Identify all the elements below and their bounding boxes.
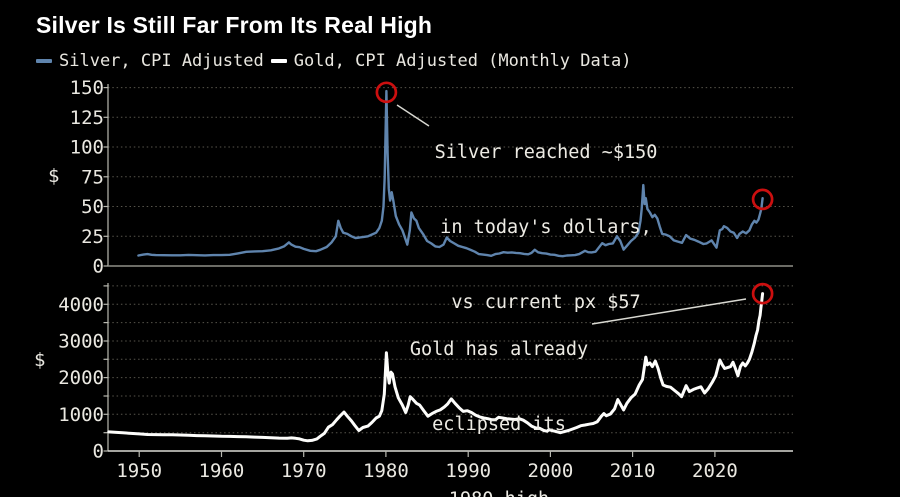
x-tick-label: 2010: [610, 460, 656, 482]
annotation-leader-line: [396, 104, 430, 127]
x-tick-label: 1960: [199, 460, 245, 482]
y-tick-label: 75: [81, 166, 104, 188]
gold-annotation-line: 1980 high: [410, 487, 588, 497]
silver-annotation-line: vs current px $57: [451, 292, 641, 313]
y-tick-label: 50: [81, 196, 104, 218]
silver-annotation-line: Silver reached ~$150: [434, 142, 658, 163]
chart-legend: Silver, CPI Adjusted Gold, CPI Adjusted …: [36, 51, 631, 71]
silver-legend-label: Silver, CPI Adjusted: [59, 51, 264, 71]
gold-legend-label: Gold, CPI Adjusted (Monthly Data): [293, 51, 632, 71]
silver-annotation: Silver reached ~$150 in today's dollars,…: [435, 90, 658, 365]
gold-annotation-line: eclipsed its: [432, 414, 566, 435]
y-tick-label: 125: [70, 107, 104, 129]
y-tick-label: 150: [70, 77, 104, 99]
silver-1980-peak-marker: [375, 81, 398, 104]
y-tick-label: 25: [81, 226, 104, 248]
silver-y-axis-unit-label: $: [48, 165, 60, 187]
silver-current-marker: [751, 188, 774, 211]
x-tick-label: 2000: [528, 460, 574, 482]
y-tick-label: 0: [93, 441, 104, 463]
gold-legend-swatch: [270, 59, 287, 63]
silver-series-line: [137, 89, 764, 258]
x-tick-label: 1970: [281, 460, 327, 482]
x-tick-label: 1950: [116, 460, 162, 482]
gold-current-marker: [751, 282, 774, 305]
gold-series-line: [107, 292, 765, 443]
y-tick-label: 3000: [58, 331, 104, 353]
y-tick-label: 100: [70, 137, 104, 159]
chart-title: Silver Is Still Far From Its Real High: [36, 12, 433, 38]
gold-annotation: Gold has already eclipsed its 1980 high: [410, 287, 588, 497]
annotation-leader-line: [591, 298, 747, 325]
silver-legend-swatch: [36, 59, 52, 63]
gold-annotation-line: Gold has already: [409, 339, 589, 360]
silver-annotation-line: in today's dollars,: [440, 217, 652, 238]
y-tick-label: 2000: [58, 367, 104, 389]
x-tick-label: 1980: [363, 460, 409, 482]
x-tick-label: 2020: [692, 460, 738, 482]
y-tick-label: 4000: [58, 294, 104, 316]
x-tick-label: 1990: [445, 460, 491, 482]
y-tick-label: 0: [93, 256, 104, 278]
gold-y-axis-unit-label: $: [34, 349, 46, 371]
y-tick-label: 1000: [58, 404, 104, 426]
